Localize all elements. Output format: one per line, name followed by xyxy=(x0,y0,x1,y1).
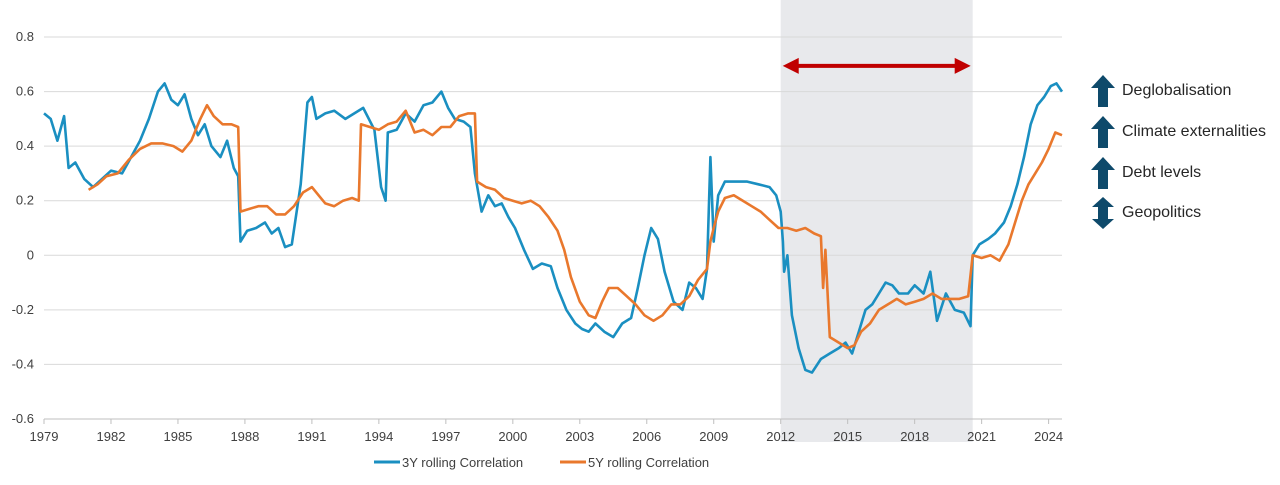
y-tick-label: 0.8 xyxy=(16,29,34,44)
x-tick-label: 1985 xyxy=(163,429,192,444)
series-lines xyxy=(43,82,1064,374)
y-tick-label: 0.6 xyxy=(16,84,34,99)
x-tick-label: 2000 xyxy=(498,429,527,444)
legend: 3Y rolling Correlation 5Y rolling Correla… xyxy=(374,455,709,470)
legend-label: 3Y rolling Correlation xyxy=(402,455,523,470)
driver-label: Debt levels xyxy=(1122,164,1202,181)
x-tick-label: 2009 xyxy=(699,429,728,444)
arrow-up-icon xyxy=(1091,157,1115,189)
x-tick-label: 1988 xyxy=(230,429,259,444)
x-tick-label: 2015 xyxy=(833,429,862,444)
driver-label: Deglobalisation xyxy=(1122,82,1232,99)
driver-item-debt-levels: Debt levels xyxy=(1090,156,1201,190)
x-tick-label: 1991 xyxy=(297,429,326,444)
x-tick-label: 1997 xyxy=(431,429,460,444)
legend-label: 5Y rolling Correlation xyxy=(588,455,709,470)
arrow-up-icon xyxy=(1091,75,1115,107)
driver-item-climate-externalities: Climate externalities xyxy=(1090,115,1266,149)
y-tick-label: -0.2 xyxy=(12,302,34,317)
driver-label: Geopolitics xyxy=(1122,204,1202,221)
y-tick-label: -0.6 xyxy=(12,411,34,426)
y-axis: -0.6 -0.4 -0.2 0 0.2 0.4 0.6 0.8 xyxy=(12,29,34,426)
x-axis: 1979 1982 1985 1988 1991 1994 1997 2000 2003 2006… xyxy=(30,419,1063,444)
x-tick-label: 2006 xyxy=(632,429,661,444)
arrow-up-down-icon xyxy=(1092,197,1114,229)
shaded-period xyxy=(780,0,973,442)
arrow-head-left xyxy=(782,57,799,74)
x-tick-label: 2003 xyxy=(565,429,594,444)
driver-item-geopolitics: Geopolitics xyxy=(1090,196,1201,230)
y-tick-label: -0.4 xyxy=(12,356,34,371)
y-tick-label: 0.4 xyxy=(16,138,34,153)
x-tick-label: 2021 xyxy=(967,429,996,444)
driver-item-deglobalisation: Deglobalisation xyxy=(1090,74,1231,108)
x-tick-label: 1979 xyxy=(30,429,59,444)
correlation-chart: -0.6-0.4-0.200.20.40.60.8 1979 1982 1985 19… xyxy=(12,0,1064,470)
x-tick-label: 2024 xyxy=(1034,429,1063,444)
x-tick-label: 1994 xyxy=(364,429,393,444)
driver-label: Climate externalities xyxy=(1122,123,1267,140)
series-line-3y xyxy=(43,82,1064,374)
x-tick-label: 2018 xyxy=(900,429,929,444)
arrow-head-right xyxy=(954,57,971,74)
y-tick-label: 0 xyxy=(27,247,34,262)
y-tick-label: 0.2 xyxy=(16,193,34,208)
period-arrow xyxy=(782,57,971,74)
series-line-5y xyxy=(87,103,1063,350)
x-tick-label: 1982 xyxy=(97,429,126,444)
arrow-up-icon xyxy=(1091,116,1115,148)
x-tick-label: 2012 xyxy=(766,429,795,444)
